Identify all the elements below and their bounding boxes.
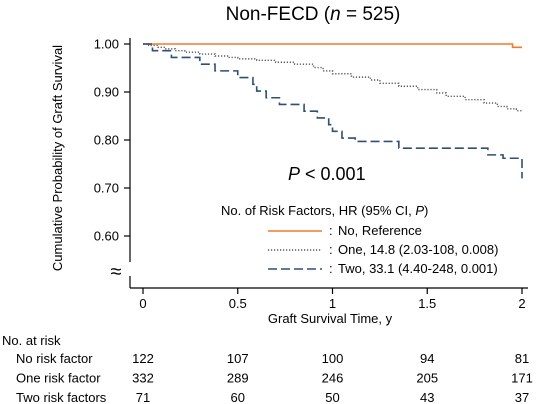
survival-curve-series-3 (143, 43, 523, 179)
x-tick-label: 0.5 (229, 296, 247, 311)
risk-value: 50 (325, 390, 339, 404)
risk-row-label: Two risk factors (16, 390, 107, 404)
risk-value: 71 (136, 390, 150, 404)
y-tick-label: 0.70 (94, 181, 119, 196)
risk-value: 246 (322, 371, 344, 386)
legend-colon: : (329, 261, 333, 276)
x-tick-label: 1.5 (418, 296, 436, 311)
risk-value: 205 (416, 371, 438, 386)
chart-title: Non-FECD (n = 525) (226, 4, 401, 25)
risk-table-title: No. at risk (2, 333, 61, 348)
survival-curve-series-2 (143, 43, 523, 112)
risk-value: 332 (132, 371, 154, 386)
survival-curves (143, 43, 523, 179)
x-tick-label: 1 (329, 296, 336, 311)
p-value: P < 0.001 (288, 164, 366, 184)
legend-label: No, Reference (338, 223, 422, 238)
survival-curve-series-1 (143, 43, 522, 49)
legend-label: One, 14.8 (2.03-108, 0.008) (338, 242, 498, 257)
legend: : No, Reference: One, 14.8 (2.03-108, 0.00… (268, 223, 498, 276)
risk-value: 107 (227, 351, 249, 366)
risk-value: 94 (420, 351, 434, 366)
risk-table: No risk factor 122 107 100 94 81 One risk fact… (16, 351, 533, 404)
x-ticks: 0 0.5 1 1.5 2 (139, 288, 526, 311)
risk-value: 171 (511, 371, 533, 386)
x-axis-label: Graft Survival Time, y (268, 311, 393, 326)
x-tick-label: 2 (518, 296, 525, 311)
risk-value: 81 (515, 351, 529, 366)
legend-label: Two, 33.1 (4.40-248, 0.001) (338, 261, 498, 276)
x-tick-label: 0 (139, 296, 146, 311)
legend-colon: : (329, 242, 333, 257)
legend-colon: : (329, 223, 333, 238)
legend-title: No. of Risk Factors, HR (95% CI, P) (221, 203, 428, 218)
risk-row-label: One risk factor (16, 371, 101, 386)
risk-value: 43 (420, 390, 434, 404)
y-tick-label: 0.80 (94, 133, 119, 148)
risk-value: 60 (231, 390, 245, 404)
y-tick-label: 1.00 (94, 37, 119, 52)
risk-value: 100 (322, 351, 344, 366)
risk-value: 37 (515, 390, 529, 404)
axis-break-symbol: ≈ (111, 261, 122, 283)
y-tick-label: 0.90 (94, 85, 119, 100)
y-ticks: 1.00 0.90 0.80 0.70 0.60 (94, 37, 130, 244)
risk-row-label: No risk factor (16, 351, 93, 366)
risk-value: 122 (132, 351, 154, 366)
y-tick-label: 0.60 (94, 229, 119, 244)
y-axis-label: Cumulative Probability of Graft Survival (50, 45, 65, 271)
risk-value: 289 (227, 371, 249, 386)
